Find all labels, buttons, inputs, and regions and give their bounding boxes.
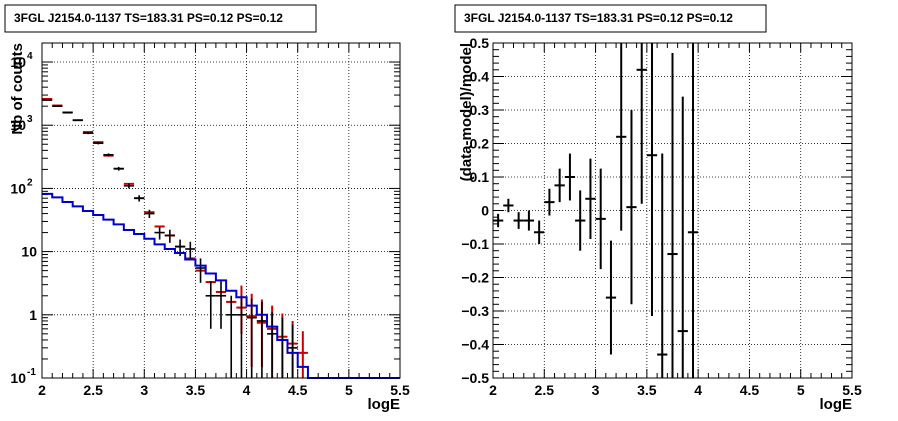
x-tick-label: 3.5 — [186, 382, 206, 398]
x-tick-label: 2 — [489, 382, 497, 398]
plot-frame — [492, 42, 853, 379]
y-axis-label: (data-model)/model — [458, 43, 475, 181]
x-tick-label: 4 — [694, 382, 702, 398]
x-tick-label: 4.5 — [740, 382, 760, 398]
x-axis-label: logE — [368, 396, 401, 413]
chart-title-box — [454, 4, 767, 33]
y-tick-label: −0.4 — [461, 337, 489, 353]
x-tick-label: 2.5 — [83, 382, 103, 398]
residuals-panel: 3FGL J2154.0-1137 TS=183.31 PS=0.12 PS=0… — [454, 4, 862, 413]
y-tick-label: −0.1 — [461, 236, 489, 252]
x-tick-label: 3.5 — [637, 382, 657, 398]
plot-frame — [41, 42, 401, 379]
x-axis-label: logE — [820, 396, 853, 413]
chart-title-box — [4, 4, 317, 33]
chart-title: 3FGL J2154.0-1137 TS=183.31 PS=0.12 PS=0… — [464, 11, 733, 25]
x-tick-label: 3 — [592, 382, 600, 398]
y-tick-label: −0.2 — [461, 270, 489, 286]
y-tick-label: −0.3 — [461, 303, 489, 319]
counts-histogram-panel: 3FGL J2154.0-1137 TS=183.31 PS=0.12 PS=0… — [4, 4, 410, 413]
y-tick-label: 0.5 — [470, 35, 490, 51]
x-tick-label: 2 — [38, 382, 46, 398]
x-tick-label: 3 — [140, 382, 148, 398]
y-tick-label: 0.4 — [470, 69, 490, 85]
y-tick-exponent: 2 — [27, 177, 33, 188]
y-tick-label: 0.1 — [470, 169, 490, 185]
model-step-line — [42, 192, 400, 379]
y-axis-label: Nb of counts — [9, 43, 26, 135]
y-tick-label: 1 — [29, 307, 37, 323]
y-tick-label: 10 — [10, 370, 26, 386]
x-tick-label: 5 — [797, 382, 805, 398]
y-tick-exponent: 4 — [27, 51, 33, 62]
y-tick-label: −0.5 — [461, 370, 489, 386]
x-tick-label: 2.5 — [535, 382, 555, 398]
y-tick-label: 10 — [10, 180, 26, 196]
y-tick-label: 0.2 — [470, 136, 490, 152]
y-tick-label: 10 — [10, 54, 26, 70]
x-tick-label: 5.5 — [390, 382, 410, 398]
x-tick-label: 5.5 — [842, 382, 862, 398]
x-tick-label: 4 — [243, 382, 251, 398]
x-tick-label: 5 — [345, 382, 353, 398]
y-tick-label: 0 — [481, 203, 489, 219]
chart-title: 3FGL J2154.0-1137 TS=183.31 PS=0.12 PS=0… — [14, 11, 283, 25]
y-tick-exponent: -1 — [27, 367, 36, 378]
y-tick-label: 0.3 — [470, 102, 490, 118]
y-tick-label: 10 — [10, 117, 26, 133]
x-tick-label: 4.5 — [288, 382, 308, 398]
y-tick-label: 10 — [21, 244, 37, 260]
y-tick-exponent: 3 — [27, 114, 33, 125]
